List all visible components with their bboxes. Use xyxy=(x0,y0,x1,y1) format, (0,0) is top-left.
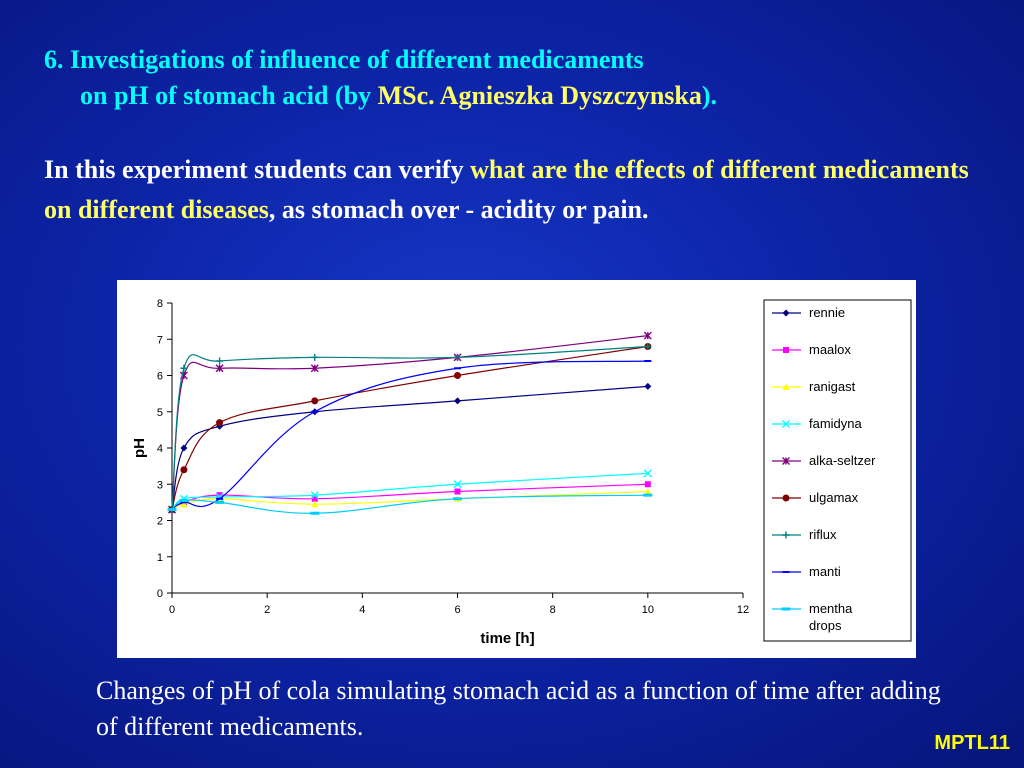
title-line-2: on pH of stomach acid (by MSc. Agnieszka… xyxy=(44,78,1004,114)
y-tick-label: 4 xyxy=(157,443,163,455)
series-ranigast xyxy=(168,488,652,513)
y-tick-label: 8 xyxy=(157,298,163,310)
series-line-famidyna xyxy=(171,472,648,511)
data-point-riflux xyxy=(216,357,224,365)
legend-marker-ranigast xyxy=(782,383,790,390)
data-point-alka-seltzer xyxy=(310,364,319,373)
legend-box xyxy=(763,299,912,642)
legend-label-mentha-drops: mentha xyxy=(809,601,853,616)
y-axis-label: pH xyxy=(131,438,148,458)
legend-marker-alka-seltzer xyxy=(782,457,790,465)
legend-label-rennie: rennie xyxy=(809,305,845,320)
x-tick-label: 6 xyxy=(454,604,460,616)
data-point-manti xyxy=(216,497,224,500)
x-tick-label: 10 xyxy=(642,604,654,616)
data-point-ranigast xyxy=(311,500,319,508)
x-tick-label: 12 xyxy=(737,604,749,616)
x-tick-label: 4 xyxy=(359,604,365,616)
data-point-famidyna xyxy=(643,469,652,478)
intro-paragraph: In this experiment students can verify w… xyxy=(44,150,984,230)
legend-marker-famidyna xyxy=(782,420,790,428)
y-tick-label: 0 xyxy=(157,588,163,600)
legend-marker-rennie xyxy=(782,309,790,317)
data-point-manti xyxy=(180,501,188,504)
legend-marker-riflux xyxy=(782,531,790,539)
series-mentha-drops xyxy=(167,493,653,515)
legend-label-alka-seltzer: alka-seltzer xyxy=(809,453,876,468)
x-tick-label: 8 xyxy=(550,604,556,616)
data-point-ulgamax xyxy=(454,372,461,379)
data-point-manti xyxy=(644,360,652,362)
data-point-mentha-drops xyxy=(179,499,189,503)
series-famidyna xyxy=(168,469,652,514)
data-point-maalox xyxy=(644,481,651,488)
data-point-maalox xyxy=(454,488,461,495)
series-line-alka-seltzer xyxy=(171,335,648,510)
series-line-rennie xyxy=(171,385,648,510)
series-line-riflux xyxy=(171,345,648,510)
data-point-mentha-drops xyxy=(215,500,225,504)
legend-label-riflux: riflux xyxy=(809,527,837,542)
chart-caption: Changes of pH of cola simulating stomach… xyxy=(96,676,941,741)
series-line-ulgamax xyxy=(171,345,648,510)
series-line-mentha-drops xyxy=(171,494,648,514)
y-tick-label: 7 xyxy=(157,334,163,346)
data-point-riflux xyxy=(454,353,461,361)
data-point-ranigast xyxy=(644,488,652,495)
title-line-1: 6. Investigations of influence of differ… xyxy=(44,45,644,74)
legend-marker-manti xyxy=(782,571,790,573)
title-line-2-start: on pH of stomach acid (by xyxy=(80,81,378,110)
y-tick-label: 1 xyxy=(157,552,163,564)
data-point-mentha-drops xyxy=(310,511,320,515)
data-point-maalox xyxy=(311,495,318,502)
x-axis-label: time [h] xyxy=(480,630,534,647)
data-point-rennie xyxy=(644,382,652,390)
data-point-ulgamax xyxy=(311,397,319,405)
legend-label-maalox: maalox xyxy=(809,342,851,357)
data-point-rennie xyxy=(180,444,188,452)
intro-end: , as stomach over - acidity or pain. xyxy=(268,195,649,224)
data-point-ranigast xyxy=(180,500,188,508)
data-point-riflux xyxy=(644,343,652,350)
data-point-mentha-drops xyxy=(643,493,653,497)
y-tick-label: 3 xyxy=(157,479,163,491)
data-point-maalox xyxy=(216,492,223,499)
data-point-manti xyxy=(311,410,319,413)
author-name: MSc. Agnieszka Dyszczynska xyxy=(377,81,702,110)
legend-label-ulgamax: ulgamax xyxy=(809,490,859,505)
slide-tag: MPTL11 xyxy=(934,732,1010,754)
data-point-ulgamax xyxy=(180,466,188,474)
x-tick-label: 0 xyxy=(169,604,175,616)
legend-label-mentha-drops-cont: drops xyxy=(809,618,842,633)
legend-label-manti: manti xyxy=(809,564,841,579)
y-tick-label: 6 xyxy=(157,371,163,383)
legend-label-famidyna: famidyna xyxy=(809,416,863,431)
data-point-alka-seltzer xyxy=(215,364,224,373)
data-point-mentha-drops xyxy=(453,497,462,501)
data-point-rennie xyxy=(454,397,461,405)
y-tick-label: 2 xyxy=(157,516,163,528)
intro-highlight: what are the effects of different medica… xyxy=(44,155,969,224)
data-point-mentha-drops xyxy=(167,508,177,512)
title-line-2-end: ). xyxy=(701,81,718,110)
chart-panel: 0 1 2 3 4 5 6 7 8 0 2 4 6 8 10 12 time [h] pH rennie maalox… xyxy=(117,280,916,658)
data-point-riflux xyxy=(311,353,319,361)
data-point-alka-seltzer xyxy=(643,331,652,340)
data-point-riflux xyxy=(180,364,188,372)
legend-marker-mentha-drops xyxy=(781,607,791,611)
intro-start: In this experiment students can verify xyxy=(44,155,471,184)
data-point-manti xyxy=(454,367,461,370)
legend-marker-ulgamax xyxy=(782,494,790,502)
data-point-famidyna xyxy=(453,480,462,489)
y-tick-label: 5 xyxy=(157,407,163,419)
legend-marker-maalox xyxy=(783,347,789,353)
legend: rennie maalox ranigast famidyna alka-seltzer… xyxy=(763,299,912,642)
data-point-ulgamax xyxy=(216,419,224,427)
data-point-famidyna xyxy=(310,491,319,500)
slide-title: 6. Investigations of influence of differ… xyxy=(44,42,1004,114)
legend-label-ranigast: ranigast xyxy=(809,379,856,394)
x-tick-label: 2 xyxy=(264,604,270,616)
